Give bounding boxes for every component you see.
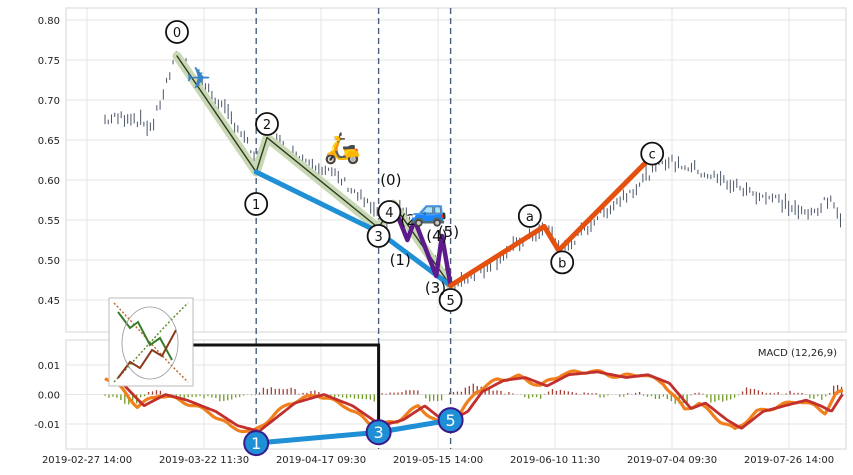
panel-frames (65, 7, 847, 450)
wave-label-text: 3 (374, 230, 382, 245)
wave-label-text: a (526, 210, 534, 225)
price-y-tick-label: 0.75 (38, 56, 60, 67)
car-icon: 🚙 (410, 193, 447, 228)
chart-icons: ✈ 🛵 🚙 (186, 61, 448, 228)
minor-wave-line (390, 201, 453, 288)
airplane-icon: ✈ (186, 61, 211, 96)
correction-wave-line (448, 153, 655, 289)
inset-wave-green (117, 311, 173, 361)
wave-label-circle (550, 250, 575, 275)
macd-wave-marker (437, 407, 464, 434)
wave-label-text: (3) (425, 279, 446, 297)
wave-label-text: (0) (380, 171, 401, 189)
x-tick-label: 2019-03-22 11:30 (159, 455, 249, 466)
wave-label-circle (165, 20, 189, 44)
macd-wave-marker-label: 5 (446, 411, 456, 430)
wave-label-circle (366, 224, 391, 248)
wave-label-text: 4 (385, 206, 393, 221)
price-y-tick-label: 0.50 (38, 256, 60, 267)
macd-wave-marker (243, 430, 270, 457)
price-y-tick-label: 0.60 (38, 176, 60, 187)
wave-label-text: (5) (438, 223, 459, 241)
macd-y-tick-label: -0.01 (34, 420, 60, 431)
x-tick-label: 2019-02-27 14:00 (42, 455, 132, 466)
wave-label-circle (438, 288, 463, 312)
wave-label-text: 5 (446, 294, 454, 309)
wave-label-text: 2 (263, 118, 271, 133)
wave-label-circle (244, 192, 269, 216)
price-y-tick-label: 0.45 (38, 296, 60, 307)
wave-label-text: 1 (252, 198, 260, 213)
wave-label-circle (517, 204, 542, 228)
price-y-tick-label: 0.55 (38, 216, 60, 227)
wave-label-text: (2) (400, 211, 421, 229)
price-y-tick-label: 0.65 (38, 136, 60, 147)
macd-legend-label: MACD (12,26,9) (758, 348, 837, 359)
price-panel-frame (65, 7, 847, 333)
x-tick-label: 2019-07-26 14:00 (744, 455, 834, 466)
wave-label-circle (255, 112, 279, 136)
price-y-tick-label: 0.80 (38, 16, 60, 27)
wave-lines (172, 51, 655, 446)
inset-ellipse (121, 306, 179, 380)
inset-curve-up (113, 302, 189, 383)
axis-ticks: 0.80 0.75 0.70 0.65 0.60 0.55 0.50 0.45 0.01 0.00… (34, 16, 834, 466)
pattern-inset (108, 297, 194, 387)
x-tick-label: 2019-07-04 09:30 (627, 455, 717, 466)
wave-label-text: (4) (426, 227, 447, 245)
wave-path-line (176, 55, 452, 287)
x-tick-label: 2019-04-17 09:30 (276, 455, 366, 466)
macd-bracket-line (193, 343, 381, 421)
x-tick-label: 2019-05-15 14:00 (393, 455, 483, 466)
macd-lines (104, 369, 844, 434)
x-tick-label: 2019-06-10 11:30 (510, 455, 600, 466)
macd-line (104, 369, 844, 434)
macd-y-tick-label: 0.01 (38, 361, 60, 372)
wave-label-text: b (558, 256, 566, 271)
scooter-icon: 🛵 (324, 131, 361, 166)
wave-label-circle (377, 200, 402, 224)
price-y-tick-label: 0.70 (38, 96, 60, 107)
macd-y-tick-label: 0.00 (38, 391, 60, 402)
macd-wave-marker-label: 3 (374, 423, 384, 442)
wave-label-text: c (649, 148, 656, 163)
wave-label-text: 0 (173, 26, 181, 41)
macd-panel-frame (65, 339, 847, 450)
wave-label-circle (640, 141, 665, 166)
macd-wave-marker (365, 419, 392, 446)
price-bars (104, 51, 841, 294)
wave-label-text: (1) (390, 251, 411, 269)
macd-wave-marker-label: 1 (251, 434, 261, 453)
signal-line (109, 370, 844, 433)
